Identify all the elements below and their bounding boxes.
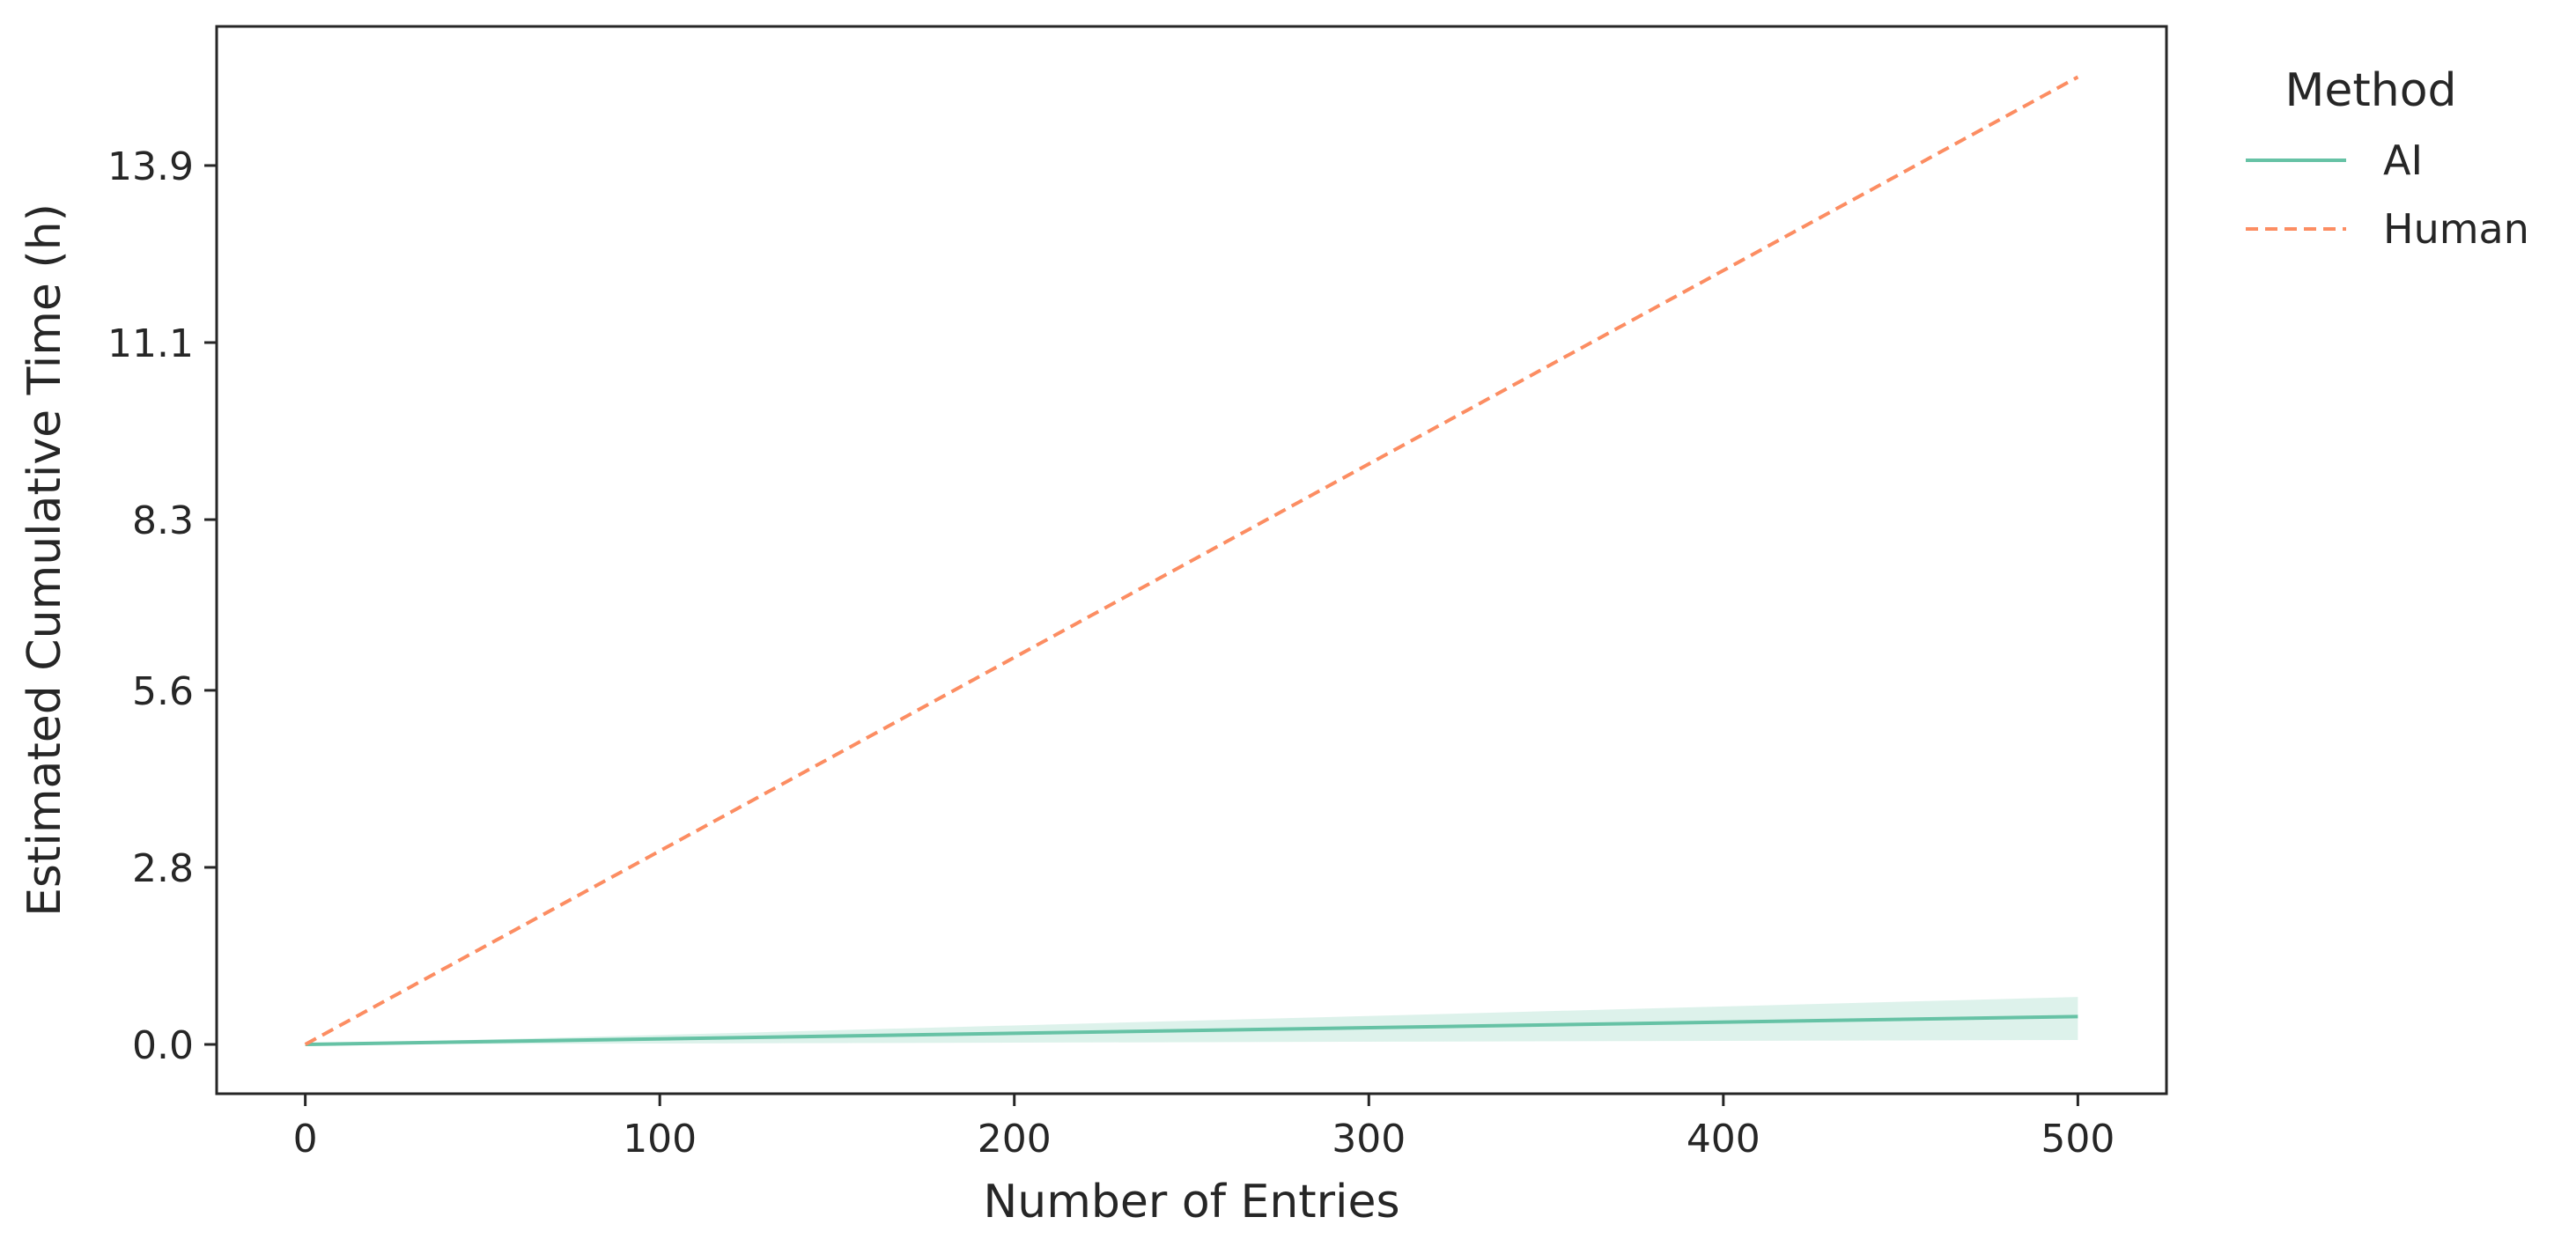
x-tick-label: 500 bbox=[2041, 1117, 2115, 1162]
plot-frame bbox=[215, 25, 2168, 1095]
y-tick-label: 8.3 bbox=[132, 498, 194, 543]
x-axis-label: Number of Entries bbox=[983, 1176, 1399, 1228]
legend-title: Method bbox=[2284, 64, 2456, 117]
x-tick-label: 300 bbox=[1332, 1117, 1406, 1162]
x-tick-label: 0 bbox=[293, 1117, 318, 1162]
x-tick-label: 100 bbox=[623, 1117, 697, 1162]
x-tick-label: 400 bbox=[1687, 1117, 1760, 1162]
y-axis: 0.0 2.8 5.6 8.3 11.1 13.9 bbox=[107, 144, 217, 1068]
y-axis-label: Estimated Cumulative Time (h) bbox=[18, 203, 71, 917]
y-tick-label: 13.9 bbox=[107, 144, 194, 189]
series-line-ai bbox=[305, 1014, 2078, 1046]
series-layer bbox=[304, 75, 2079, 1046]
y-tick-label: 11.1 bbox=[107, 321, 194, 366]
y-tick-label: 0.0 bbox=[132, 1023, 194, 1068]
series-band-ai bbox=[305, 997, 2078, 1044]
x-axis: 0 100 200 300 400 500 bbox=[293, 1094, 2115, 1162]
legend-label-ai: AI bbox=[2383, 136, 2423, 184]
y-tick-label: 5.6 bbox=[132, 669, 194, 714]
y-tick-label: 2.8 bbox=[132, 846, 194, 891]
series-line-human bbox=[304, 75, 2079, 1046]
legend-label-human: Human bbox=[2383, 205, 2529, 253]
x-tick-label: 200 bbox=[978, 1117, 1052, 1162]
legend: Method AI Human bbox=[2246, 64, 2529, 253]
